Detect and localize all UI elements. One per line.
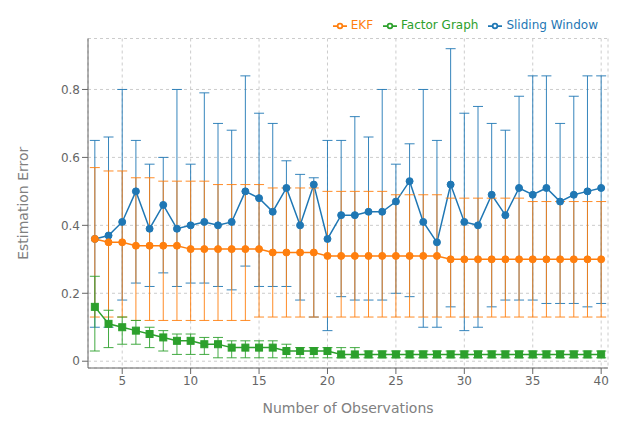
svg-text:Number of Observations: Number of Observations [262,400,433,416]
svg-text:0.4: 0.4 [61,219,80,233]
html-text:Sliding Window: Sliding Window [506,18,598,32]
svg-text:0.2: 0.2 [61,287,80,301]
html-text:Factor Graph: Factor Graph [401,18,479,32]
svg-text:25: 25 [388,374,403,388]
svg-text:0.6: 0.6 [61,151,80,165]
svg-text:5: 5 [118,374,126,388]
svg-text:40: 40 [594,374,609,388]
svg-text:10: 10 [183,374,198,388]
html-text:EKF: EKF [350,18,373,32]
svg-text:35: 35 [525,374,540,388]
svg-text:Estimation Error: Estimation Error [15,146,31,259]
svg-text:0.8: 0.8 [61,83,80,97]
svg-text:0: 0 [72,354,80,368]
svg-text:20: 20 [320,374,335,388]
svg-text:30: 30 [457,374,472,388]
svg-text:15: 15 [251,374,266,388]
